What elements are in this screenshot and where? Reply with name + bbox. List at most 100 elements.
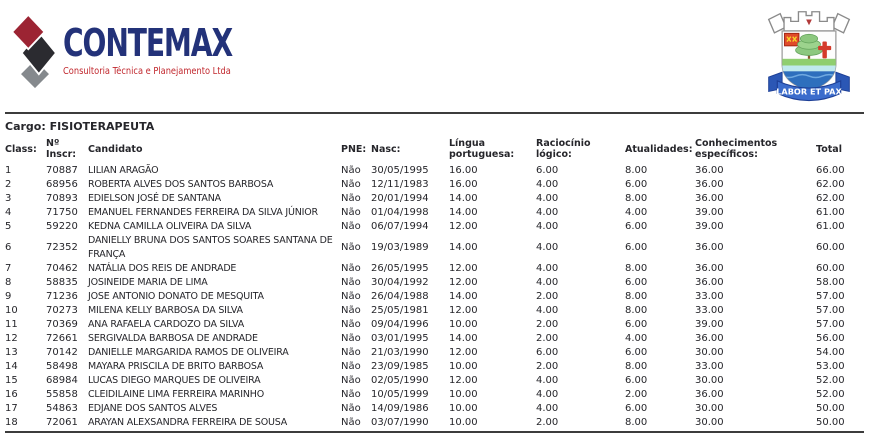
cell-inscr: 70142 xyxy=(46,347,78,358)
col-header-total: Total xyxy=(816,143,842,155)
letterhead: CONTEMAX Consultoria Técnica e Planejame… xyxy=(0,0,869,112)
cell-inscr: 59220 xyxy=(46,221,78,232)
cell-pne: Não xyxy=(341,179,361,190)
cell-inscr: 70273 xyxy=(46,305,78,316)
cell-total: 62.00 xyxy=(816,193,845,204)
cell-raciocinio: 4.00 xyxy=(536,207,559,218)
cell-class: 10 xyxy=(5,305,18,316)
cell-class: 9 xyxy=(5,291,12,302)
cell-candidato: LILIAN ARAGÃO xyxy=(88,165,159,176)
cell-lingua: 14.00 xyxy=(449,207,478,218)
cell-lingua: 12.00 xyxy=(449,221,478,232)
cell-class: 14 xyxy=(5,361,18,372)
cell-nasc: 19/03/1989 xyxy=(371,242,429,253)
cell-candidato: MAYARA PRISCILA DE BRITO BARBOSA xyxy=(88,361,264,372)
cell-total: 60.00 xyxy=(816,242,845,253)
cell-class: 6 xyxy=(5,242,12,253)
cell-candidato: EMANUEL FERNANDES FERREIRA DA SILVA JÚNI… xyxy=(88,207,318,218)
cell-atualidades: 8.00 xyxy=(625,291,648,302)
cell-class: 16 xyxy=(5,389,18,400)
city-crest-icon: LABOR ET PAX xyxy=(761,4,857,108)
cell-candidato: ARAYAN ALEXSANDRA FERREIRA DE SOUSA xyxy=(88,417,288,428)
contemax-logo-text: CONTEMAX Consultoria Técnica e Planejame… xyxy=(63,12,291,77)
cell-total: 61.00 xyxy=(816,221,845,232)
cell-inscr: 72661 xyxy=(46,333,78,344)
cell-candidato: EDJANE DOS SANTOS ALVES xyxy=(88,403,218,414)
cell-total: 60.00 xyxy=(816,263,845,274)
cell-pne: Não xyxy=(341,291,361,302)
cell-pne: Não xyxy=(341,319,361,330)
cell-inscr: 68984 xyxy=(46,375,78,386)
cell-nasc: 26/05/1995 xyxy=(371,263,429,274)
cell-raciocinio: 6.00 xyxy=(536,347,559,358)
bottom-divider xyxy=(5,431,864,433)
cell-raciocinio: 4.00 xyxy=(536,403,559,414)
cell-raciocinio: 4.00 xyxy=(536,221,559,232)
cell-conhecimentos: 36.00 xyxy=(695,165,724,176)
cell-nasc: 10/05/1999 xyxy=(371,389,429,400)
cell-total: 52.00 xyxy=(816,375,845,386)
cell-nasc: 02/05/1990 xyxy=(371,375,429,386)
cell-total: 52.00 xyxy=(816,389,845,400)
cell-inscr: 70887 xyxy=(46,165,78,176)
table-row: 12 72661 SERGIVALDA BARBOSA DE ANDRADE N… xyxy=(5,332,865,346)
cell-atualidades: 4.00 xyxy=(625,207,648,218)
cell-nasc: 30/05/1995 xyxy=(371,165,429,176)
cell-class: 15 xyxy=(5,375,18,386)
cell-conhecimentos: 36.00 xyxy=(695,333,724,344)
table-row: 2 68956 ROBERTA ALVES DOS SANTOS BARBOSA… xyxy=(5,178,865,192)
cell-raciocinio: 4.00 xyxy=(536,305,559,316)
cell-pne: Não xyxy=(341,193,361,204)
table-row: 18 72061 ARAYAN ALEXSANDRA FERREIRA DE S… xyxy=(5,416,865,430)
cell-total: 54.00 xyxy=(816,347,845,358)
contemax-logo: CONTEMAX Consultoria Técnica e Planejame… xyxy=(10,12,291,98)
cell-inscr: 72061 xyxy=(46,417,78,428)
cell-conhecimentos: 33.00 xyxy=(695,305,724,316)
cell-pne: Não xyxy=(341,305,361,316)
cell-candidato: KEDNA CAMILLA OLIVEIRA DA SILVA xyxy=(88,221,252,232)
cell-conhecimentos: 36.00 xyxy=(695,263,724,274)
top-divider xyxy=(5,112,864,114)
cell-raciocinio: 2.00 xyxy=(536,417,559,428)
cell-atualidades: 6.00 xyxy=(625,242,648,253)
cell-nasc: 23/09/1985 xyxy=(371,361,429,372)
cell-conhecimentos: 39.00 xyxy=(695,221,724,232)
cell-total: 56.00 xyxy=(816,333,845,344)
cell-pne: Não xyxy=(341,375,361,386)
table-row: 8 58835 JOSINEIDE MARIA DE LIMA Não 30/0… xyxy=(5,276,865,290)
cell-raciocinio: 6.00 xyxy=(536,165,559,176)
cell-lingua: 10.00 xyxy=(449,417,478,428)
cell-inscr: 58835 xyxy=(46,277,78,288)
cell-class: 12 xyxy=(5,333,18,344)
cell-pne: Não xyxy=(341,221,361,232)
cell-atualidades: 6.00 xyxy=(625,347,648,358)
cell-nasc: 20/01/1994 xyxy=(371,193,429,204)
cell-pne: Não xyxy=(341,207,361,218)
cell-conhecimentos: 36.00 xyxy=(695,179,724,190)
cell-lingua: 14.00 xyxy=(449,291,478,302)
cell-nasc: 21/03/1990 xyxy=(371,347,429,358)
cell-raciocinio: 2.00 xyxy=(536,291,559,302)
cell-atualidades: 8.00 xyxy=(625,263,648,274)
cell-conhecimentos: 30.00 xyxy=(695,403,724,414)
cell-lingua: 10.00 xyxy=(449,319,478,330)
cell-atualidades: 8.00 xyxy=(625,361,648,372)
cell-lingua: 10.00 xyxy=(449,361,478,372)
results-table-body: 1 70887 LILIAN ARAGÃO Não 30/05/1995 16.… xyxy=(5,164,865,430)
results-table: Class: Nº Inscr: Candidato PNE: Nasc: Lí… xyxy=(5,136,865,430)
cell-atualidades: 6.00 xyxy=(625,403,648,414)
cell-lingua: 10.00 xyxy=(449,403,478,414)
table-row: 6 72352 DANIELLY BRUNA DOS SANTOS SOARES… xyxy=(5,234,865,262)
cell-lingua: 14.00 xyxy=(449,333,478,344)
cell-raciocinio: 4.00 xyxy=(536,375,559,386)
cell-pne: Não xyxy=(341,347,361,358)
cell-total: 53.00 xyxy=(816,361,845,372)
cell-conhecimentos: 36.00 xyxy=(695,277,724,288)
cell-raciocinio: 4.00 xyxy=(536,193,559,204)
cell-class: 4 xyxy=(5,207,12,218)
cell-inscr: 71750 xyxy=(46,207,78,218)
cell-class: 3 xyxy=(5,193,12,204)
cell-pne: Não xyxy=(341,361,361,372)
cell-inscr: 70893 xyxy=(46,193,78,204)
